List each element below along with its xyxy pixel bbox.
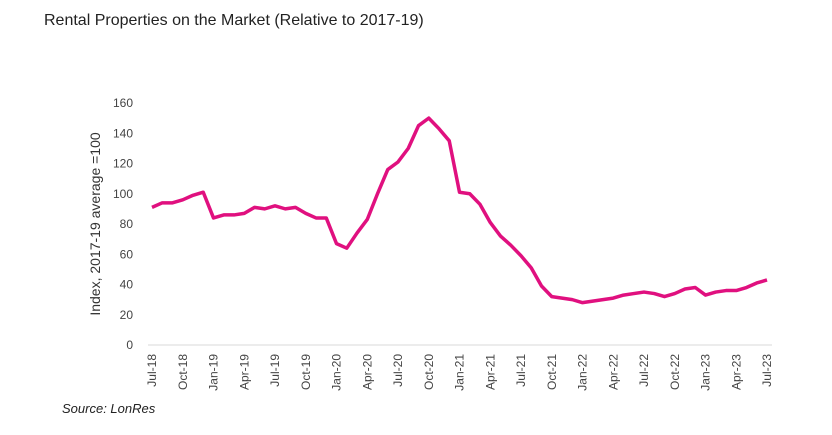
x-tick-label: Jul-19 bbox=[268, 354, 282, 387]
x-tick-label: Jul-21 bbox=[514, 354, 528, 387]
y-axis: 0 20 40 60 80 100 120 140 160 bbox=[113, 96, 133, 352]
y-tick-label: 20 bbox=[120, 308, 134, 322]
x-tick-label: Jul-22 bbox=[637, 354, 651, 387]
x-axis: Jul-18 Oct-18 Jan-19 Apr-19 Jul-19 Oct-19 Jan-… bbox=[145, 354, 774, 391]
y-tick-label: 40 bbox=[120, 278, 134, 292]
y-tick-label: 0 bbox=[126, 338, 133, 352]
y-tick-label: 80 bbox=[120, 217, 134, 231]
x-tick-label: Jan-21 bbox=[453, 354, 467, 391]
x-tick-label: Apr-20 bbox=[360, 354, 374, 390]
x-tick-label: Jan-19 bbox=[207, 354, 221, 391]
y-tick-label: 120 bbox=[113, 157, 133, 171]
x-tick-label: Oct-19 bbox=[299, 354, 313, 390]
x-tick-label: Jan-22 bbox=[576, 354, 590, 391]
y-tick-label: 160 bbox=[113, 96, 133, 110]
x-tick-label: Jan-23 bbox=[699, 354, 713, 391]
x-tick-label: Apr-21 bbox=[483, 354, 497, 390]
y-tick-label: 100 bbox=[113, 187, 133, 201]
chart-title: Rental Properties on the Market (Relativ… bbox=[44, 12, 424, 29]
x-tick-label: Apr-19 bbox=[237, 354, 251, 390]
x-tick-label: Oct-21 bbox=[545, 354, 559, 390]
x-tick-label: Oct-22 bbox=[668, 354, 682, 390]
x-tick-label: Jul-18 bbox=[145, 354, 159, 387]
x-tick-label: Apr-23 bbox=[729, 354, 743, 390]
x-tick-label: Apr-22 bbox=[606, 354, 620, 390]
x-tick-label: Oct-18 bbox=[176, 354, 190, 390]
series-line bbox=[151, 116, 768, 305]
y-axis-label: Index, 2017-19 average =100 bbox=[87, 132, 103, 316]
y-tick-label: 60 bbox=[120, 247, 134, 261]
x-tick-label: Jan-20 bbox=[330, 354, 344, 391]
x-tick-label: Oct-20 bbox=[422, 354, 436, 390]
x-tick-label: Jul-23 bbox=[760, 354, 774, 387]
y-tick-label: 140 bbox=[113, 126, 133, 140]
x-tick-label: Jul-20 bbox=[391, 354, 405, 387]
source-note: Source: LonRes bbox=[62, 401, 156, 416]
